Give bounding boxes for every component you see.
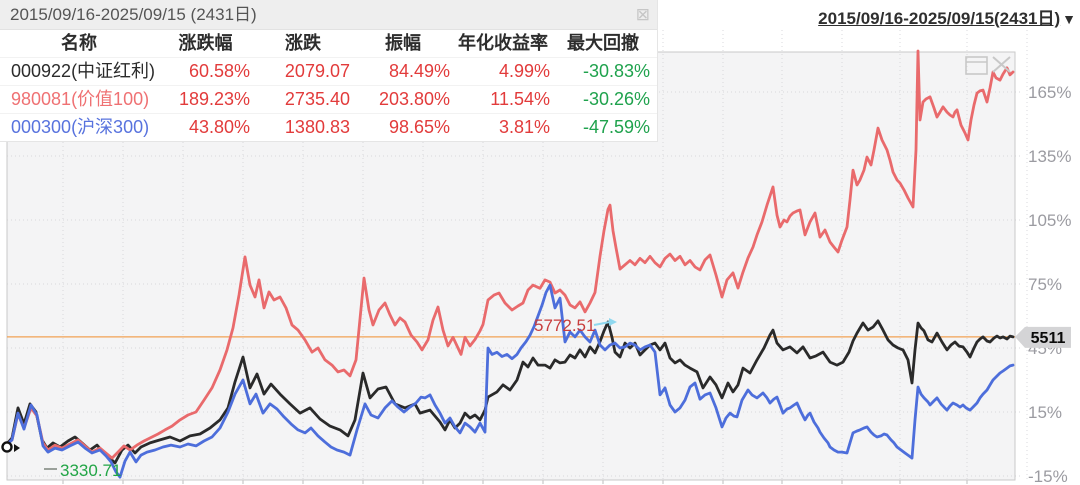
table-row[interactable]: 000300(沪深300) 43.80% 1380.83 98.65% 3.81% -47… (0, 113, 657, 141)
cell-annualized: 4.99% (498, 61, 550, 81)
chart-annotation: 5772.51 (534, 316, 595, 335)
chevron-down-icon: ▼ (1062, 11, 1076, 27)
date-range-title: 2015/09/16-2025/09/15 (2431日) ⊠ (0, 0, 657, 30)
annotation-pointer (593, 321, 611, 326)
close-panel-icon[interactable]: ⊠ (635, 5, 650, 24)
stats-grid: 名称 涨跌幅 涨跌 振幅 年化收益率 最大回撤 000922(中证红利) 60.58% 2079… (0, 30, 657, 141)
cell-max-drawdown: -30.26% (582, 89, 650, 109)
column-header: 名称 (61, 33, 97, 53)
y-axis-label: 105% (1028, 211, 1071, 230)
annotation-arrowhead (609, 318, 617, 326)
cell-name: 000300(沪深300) (11, 117, 150, 137)
date-range-selector-label: 2015/09/16-2025/09/15(2431日) (818, 9, 1061, 28)
series-line-000922[interactable] (2, 319, 1015, 465)
column-header: 年化收益率 (458, 33, 548, 53)
cell-amplitude: 84.49% (388, 61, 450, 81)
series-line-000300[interactable] (2, 283, 1015, 479)
date-range-title-label: 2015/09/16-2025/09/15 (2431日) (10, 5, 257, 24)
cell-change: 2735.40 (284, 89, 350, 109)
cell-name: 000922(中证红利) (11, 61, 156, 81)
y-axis-label: -15% (1028, 467, 1068, 485)
cell-amplitude: 98.65% (388, 117, 450, 137)
series-line-980081[interactable] (2, 49, 1015, 460)
table-row[interactable]: 000922(中证红利) 60.58% 2079.07 84.49% 4.99% -30.… (0, 57, 657, 85)
y-axis-label: 75% (1028, 275, 1062, 294)
table-row[interactable]: 980081(价值100) 189.23% 2735.40 203.80% 11.54%… (0, 85, 657, 113)
close-chart-icon-stroke (992, 56, 1011, 73)
y-axis-label: 165% (1028, 83, 1071, 102)
series-start-marker (1, 441, 13, 453)
cell-change-pct: 43.80% (188, 117, 250, 137)
cell-annualized: 3.81% (498, 117, 550, 137)
window-icon[interactable] (965, 56, 988, 75)
y-axis-label: 135% (1028, 147, 1071, 166)
date-range-selector[interactable]: 2015/09/16-2025/09/15(2431日) ▼ (818, 4, 1076, 29)
cell-amplitude: 203.80% (378, 89, 450, 109)
cell-max-drawdown: -30.83% (582, 61, 650, 81)
table-header-row: 名称 涨跌幅 涨跌 振幅 年化收益率 最大回撤 (0, 30, 657, 57)
series-start-pointer (14, 444, 20, 452)
y-axis-label: 15% (1028, 403, 1062, 422)
column-header: 涨跌幅 (178, 33, 233, 53)
cell-change-pct: 189.23% (178, 89, 250, 109)
current-value-tag (1015, 326, 1071, 348)
cell-name: 980081(价值100) (11, 89, 150, 109)
cell-change-pct: 60.58% (188, 61, 250, 81)
current-value-tag-label: 5511 (1031, 330, 1066, 347)
column-header: 振幅 (385, 33, 421, 53)
cell-change: 2079.07 (284, 61, 350, 81)
stats-panel: 2015/09/16-2025/09/15 (2431日) ⊠ 名称 涨跌幅 涨跌 振… (0, 0, 658, 142)
cell-annualized: 11.54% (490, 89, 550, 109)
cell-max-drawdown: -47.59% (582, 117, 650, 137)
chart-annotation: 3330.71 (60, 461, 121, 480)
column-header: 最大回撤 (567, 33, 639, 53)
column-header: 涨跌 (285, 33, 321, 53)
cell-change: 1380.83 (284, 117, 350, 137)
